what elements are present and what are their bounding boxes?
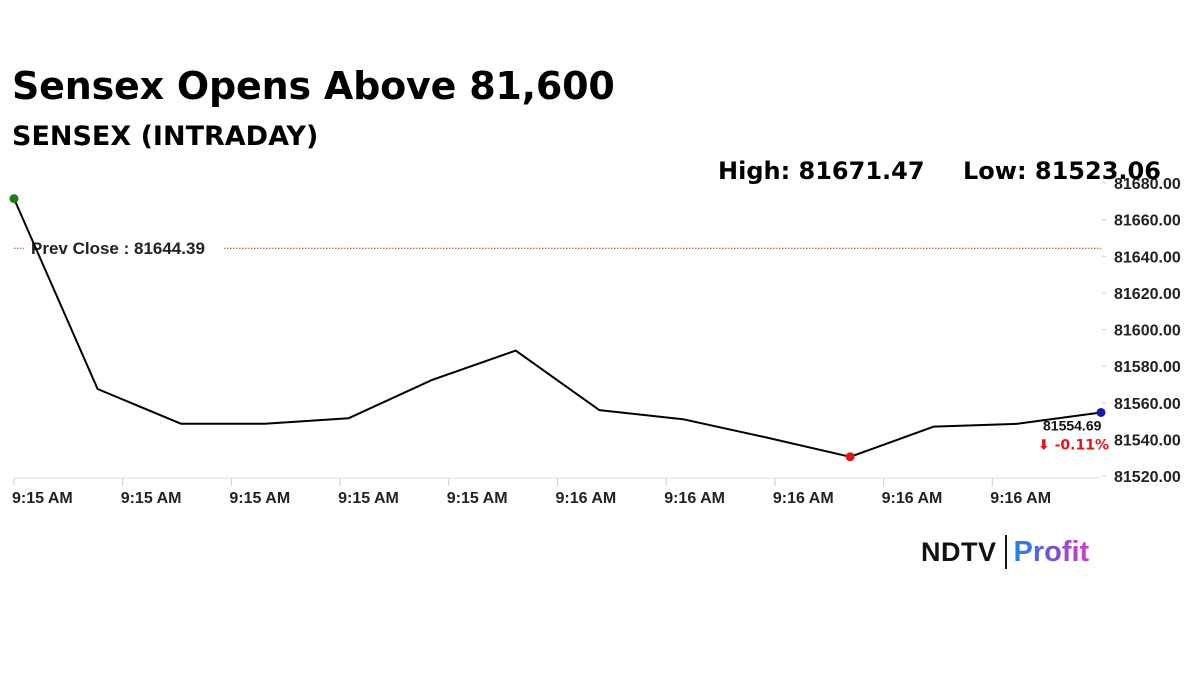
x-tick-label: 9:15 AM bbox=[12, 490, 73, 507]
low-value: Low: 81523.06 bbox=[963, 157, 1161, 185]
logo-divider bbox=[1004, 535, 1007, 569]
prev-close-label: Prev Close : 81644.39 bbox=[31, 239, 205, 258]
y-tick-label: 81560.00 bbox=[1114, 396, 1181, 413]
x-tick-label: 9:15 AM bbox=[229, 490, 290, 507]
chart-subtitle: SENSEX (INTRADAY) bbox=[12, 121, 319, 152]
y-axis: 81520.00 81540.00 81560.00 81580.00 81600.00… bbox=[1102, 176, 1181, 486]
x-tick-label: 9:15 AM bbox=[121, 490, 182, 507]
y-tick-label: 81580.00 bbox=[1114, 359, 1181, 376]
logo-ndtv-text: NDTV bbox=[921, 536, 997, 567]
x-tick-label: 9:16 AM bbox=[882, 490, 943, 507]
x-tick-label: 9:16 AM bbox=[556, 490, 617, 507]
x-tick-label: 9:15 AM bbox=[338, 490, 399, 507]
page-title: Sensex Opens Above 81,600 bbox=[12, 64, 615, 108]
last-value-label: 81554.69 bbox=[1043, 417, 1102, 433]
y-tick-label: 81600.00 bbox=[1114, 323, 1181, 340]
series-markers bbox=[9, 194, 1106, 462]
logo-profit-text: Profit bbox=[1013, 535, 1090, 568]
x-tick-label: 9:15 AM bbox=[447, 490, 508, 507]
y-tick-label: 81660.00 bbox=[1114, 213, 1181, 230]
x-tick-label: 9:16 AM bbox=[773, 490, 834, 507]
low-point-marker bbox=[845, 452, 855, 462]
price-series-line bbox=[13, 198, 1102, 458]
ndtv-profit-logo: NDTV Profit bbox=[921, 534, 1089, 570]
end-point-marker bbox=[1096, 407, 1106, 417]
y-tick-label: 81620.00 bbox=[1114, 286, 1181, 303]
y-tick-label: 81540.00 bbox=[1114, 432, 1181, 449]
y-tick-label: 81640.00 bbox=[1114, 249, 1181, 266]
x-tick-label: 9:16 AM bbox=[990, 490, 1051, 507]
x-axis: 9:15 AM 9:15 AM 9:15 AM 9:15 AM 9:15 AM 9:16 … bbox=[12, 478, 1051, 507]
start-point-marker bbox=[9, 194, 19, 204]
prev-close-label-background bbox=[24, 237, 224, 260]
y-tick-label: 81520.00 bbox=[1114, 469, 1181, 486]
x-tick-label: 9:16 AM bbox=[664, 490, 725, 507]
y-tick-label: 81680.00 bbox=[1114, 176, 1181, 193]
change-percent-label: ⬇ -0.11% bbox=[1038, 437, 1109, 453]
high-value: High: 81671.47 bbox=[718, 157, 925, 185]
